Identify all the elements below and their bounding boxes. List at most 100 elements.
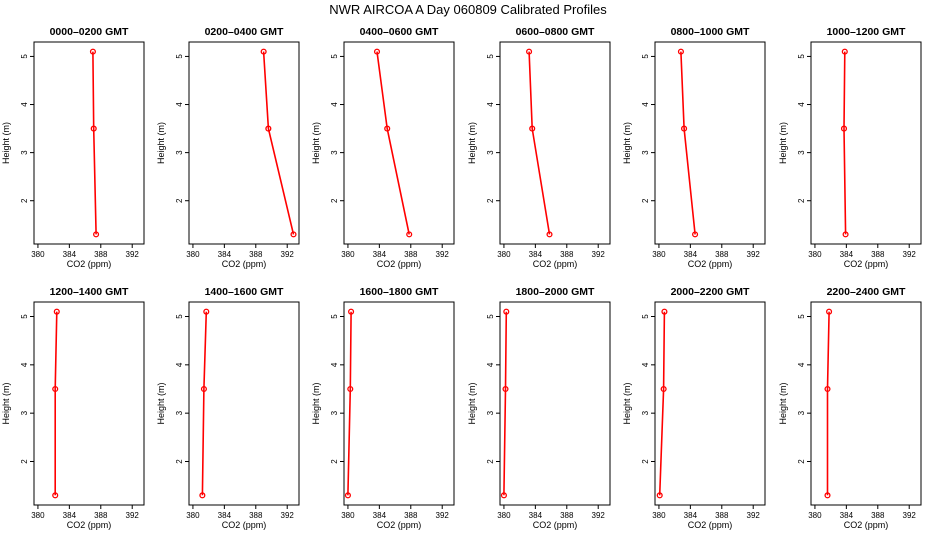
y-tick-label: 3 bbox=[20, 410, 29, 415]
y-tick-label: 3 bbox=[641, 150, 650, 155]
x-tick-label: 384 bbox=[218, 511, 232, 520]
x-tick-label: 380 bbox=[186, 250, 200, 259]
plot-frame bbox=[654, 301, 766, 506]
data-point bbox=[826, 308, 833, 315]
data-point bbox=[661, 308, 668, 315]
data-point bbox=[384, 125, 391, 132]
x-tick-label: 388 bbox=[404, 511, 418, 520]
data-point bbox=[842, 231, 849, 238]
data-point bbox=[529, 125, 536, 132]
x-tick-label: 380 bbox=[186, 511, 200, 520]
profile-line bbox=[528, 51, 551, 235]
data-point bbox=[53, 308, 60, 315]
data-point bbox=[526, 48, 533, 55]
x-tick-label: 388 bbox=[249, 511, 263, 520]
x-tick-label: 384 bbox=[529, 511, 543, 520]
profile-line bbox=[680, 51, 696, 235]
y-tick-label: 5 bbox=[175, 54, 184, 59]
y-tick-label: 3 bbox=[486, 150, 495, 155]
y-tick-label: 4 bbox=[486, 362, 495, 367]
x-tick-label: 380 bbox=[31, 511, 45, 520]
y-tick-label: 5 bbox=[330, 54, 339, 59]
y-axis-label: Height (m) bbox=[156, 382, 166, 424]
data-point bbox=[90, 125, 97, 132]
panel-title: 1200–1400 GMT bbox=[50, 286, 129, 298]
profile-line bbox=[503, 311, 508, 496]
data-point bbox=[265, 125, 272, 132]
x-tick-label: 380 bbox=[341, 250, 355, 259]
x-tick-label: 384 bbox=[840, 511, 854, 520]
y-tick-label: 4 bbox=[797, 362, 806, 367]
profile-panel: 1600–1800 GMT 380 384 388 392 2 3 4 5 CO2 (ppm) He… bbox=[311, 286, 455, 530]
x-tick-label: 380 bbox=[652, 250, 666, 259]
panel-title: 0200–0400 GMT bbox=[205, 26, 284, 38]
y-tick-label: 2 bbox=[641, 459, 650, 464]
x-tick-label: 392 bbox=[436, 511, 450, 520]
x-tick-label: 392 bbox=[281, 511, 295, 520]
x-tick-label: 392 bbox=[903, 250, 917, 259]
y-tick-label: 4 bbox=[486, 102, 495, 107]
data-point bbox=[348, 308, 355, 315]
data-point bbox=[840, 125, 848, 132]
plot-frame bbox=[499, 301, 611, 506]
x-tick-label: 384 bbox=[63, 250, 77, 259]
profile-line bbox=[54, 311, 58, 496]
y-tick-label: 5 bbox=[641, 314, 650, 319]
y-axis-label: Height (m) bbox=[311, 122, 321, 164]
profile-line bbox=[262, 51, 295, 235]
x-tick-label: 388 bbox=[871, 511, 885, 520]
x-tick-label: 392 bbox=[126, 250, 140, 259]
x-tick-label: 392 bbox=[592, 511, 606, 520]
data-point bbox=[502, 385, 509, 393]
x-tick-label: 384 bbox=[218, 250, 232, 259]
data-point bbox=[824, 385, 831, 393]
y-tick-label: 4 bbox=[175, 102, 184, 107]
x-tick-label: 388 bbox=[404, 250, 418, 259]
y-tick-label: 2 bbox=[486, 459, 495, 464]
x-tick-label: 392 bbox=[747, 250, 761, 259]
y-axis-label: Height (m) bbox=[622, 122, 632, 164]
y-tick-label: 4 bbox=[797, 102, 806, 107]
x-tick-label: 384 bbox=[840, 250, 854, 259]
data-point bbox=[200, 385, 207, 393]
x-tick-label: 380 bbox=[808, 511, 822, 520]
panel-grid: 0000–0200 GMT 380 384 388 392 2 3 4 5 CO2 (ppm) He… bbox=[1, 26, 922, 530]
data-point bbox=[841, 48, 848, 55]
profile-panel: 1200–1400 GMT 380 384 388 392 2 3 4 5 CO2 (ppm) He… bbox=[1, 286, 145, 530]
x-tick-label: 392 bbox=[903, 511, 917, 520]
x-tick-label: 388 bbox=[715, 511, 729, 520]
y-tick-label: 5 bbox=[486, 314, 495, 319]
plot-frame bbox=[188, 301, 300, 506]
y-axis-label: Height (m) bbox=[778, 382, 788, 424]
plot-frame bbox=[343, 301, 455, 506]
data-point bbox=[347, 385, 354, 393]
data-point bbox=[824, 492, 831, 499]
x-axis-label: CO2 (ppm) bbox=[67, 520, 112, 530]
x-axis-label: CO2 (ppm) bbox=[377, 520, 422, 530]
profile-panel: 1400–1600 GMT 380 384 388 392 2 3 4 5 CO2 (ppm) He… bbox=[156, 286, 300, 530]
x-tick-label: 388 bbox=[94, 250, 108, 259]
data-point bbox=[344, 492, 351, 499]
panel-title: 0400–0600 GMT bbox=[360, 26, 439, 38]
y-axis-label: Height (m) bbox=[1, 382, 11, 424]
y-axis-label: Height (m) bbox=[311, 382, 321, 424]
x-axis-label: CO2 (ppm) bbox=[844, 259, 889, 269]
profile-panel: 0000–0200 GMT 380 384 388 392 2 3 4 5 CO2 (ppm) He… bbox=[1, 26, 145, 269]
x-tick-label: 384 bbox=[373, 250, 387, 259]
panel-title: 1400–1600 GMT bbox=[205, 286, 284, 298]
x-tick-label: 380 bbox=[497, 250, 511, 259]
x-tick-label: 380 bbox=[808, 250, 822, 259]
x-tick-label: 392 bbox=[592, 250, 606, 259]
y-tick-label: 3 bbox=[175, 150, 184, 155]
panel-title: 1600–1800 GMT bbox=[360, 286, 439, 298]
profile-line bbox=[658, 311, 666, 496]
y-tick-label: 3 bbox=[330, 150, 339, 155]
profile-line bbox=[92, 51, 97, 235]
x-tick-label: 388 bbox=[560, 511, 574, 520]
panel-title: 2000–2200 GMT bbox=[671, 286, 750, 298]
data-point bbox=[373, 48, 381, 55]
x-tick-label: 388 bbox=[560, 250, 574, 259]
profile-line bbox=[347, 311, 352, 496]
